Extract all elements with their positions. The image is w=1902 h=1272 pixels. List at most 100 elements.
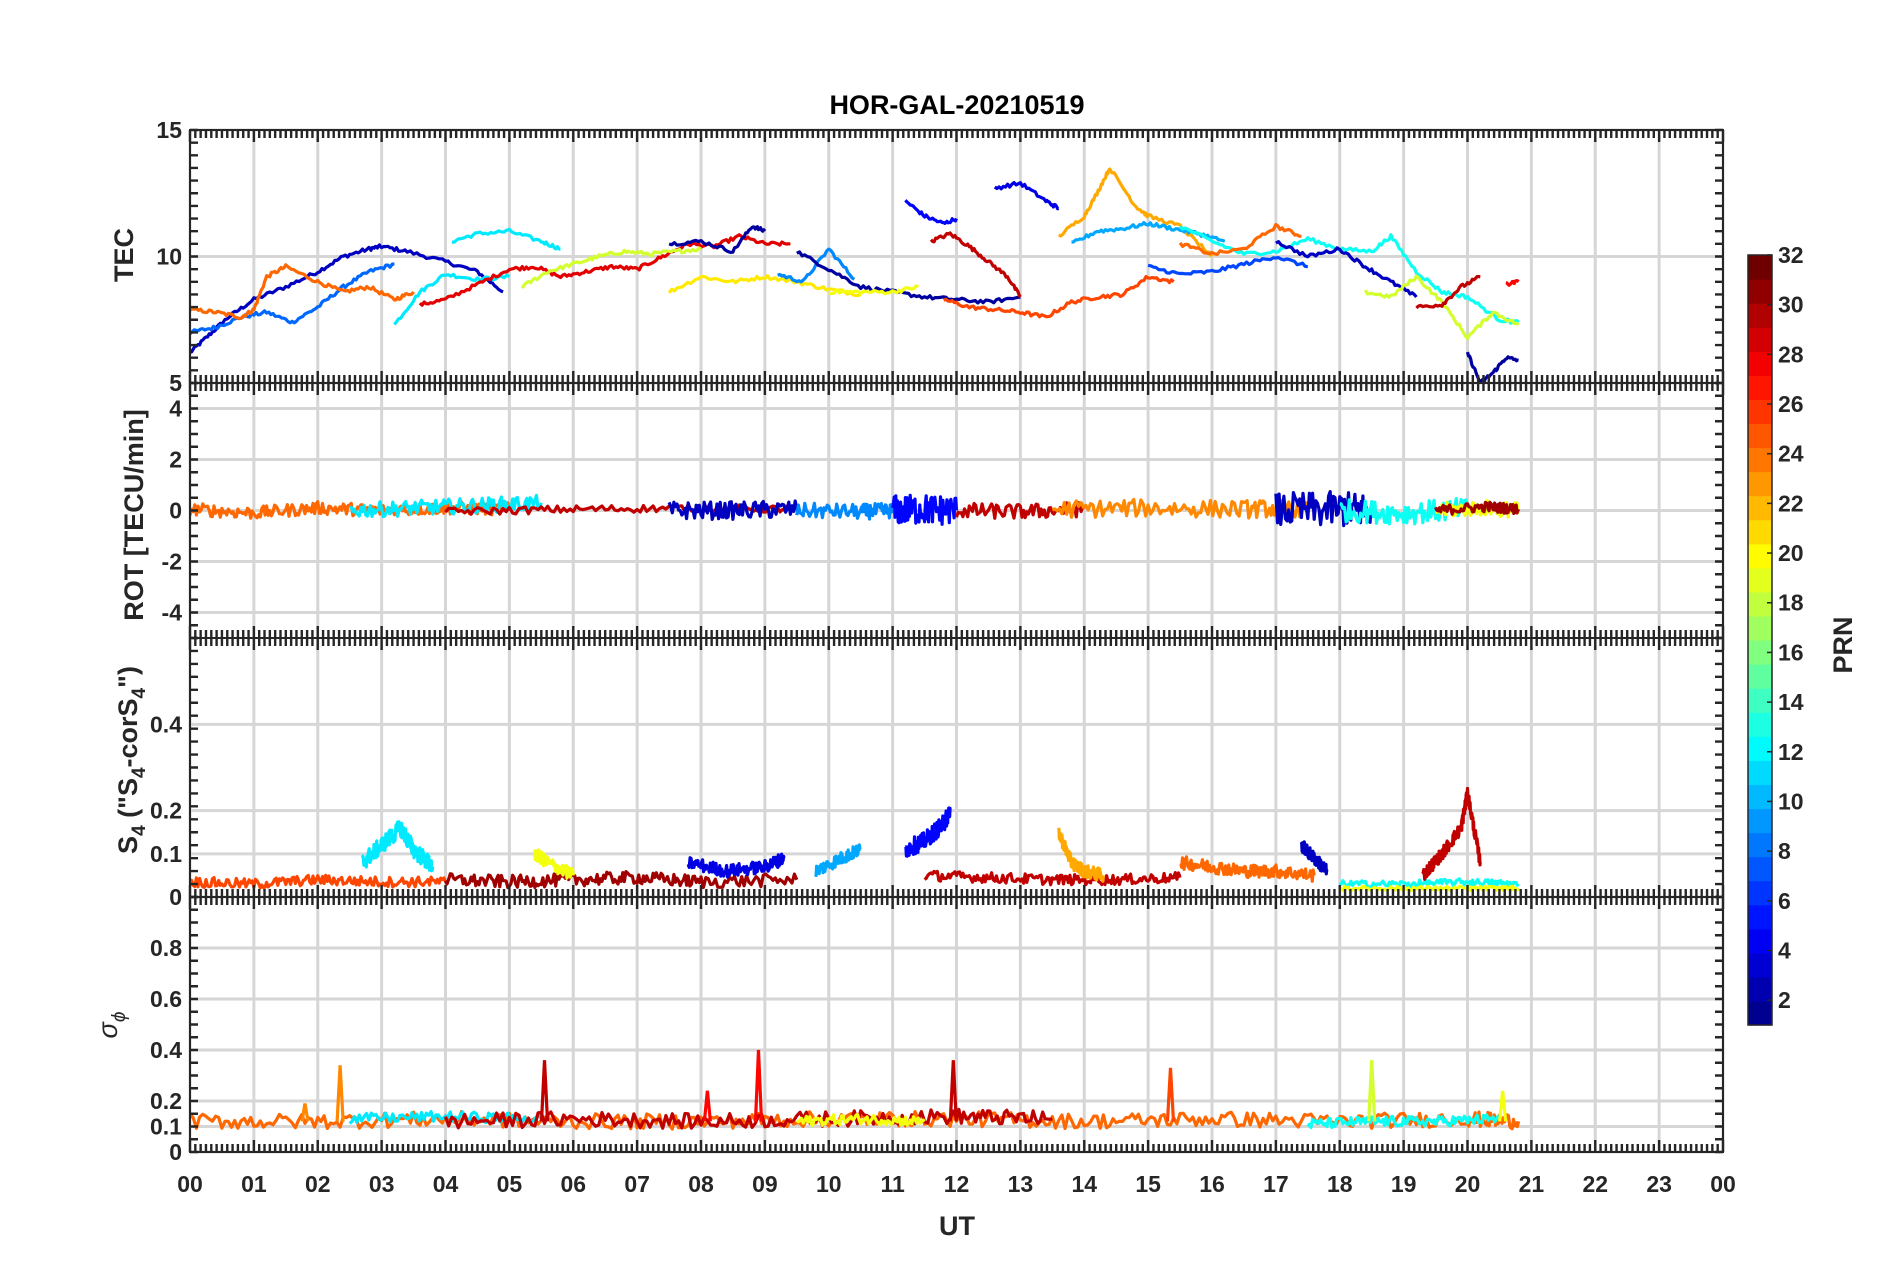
y-tick-label: 5	[169, 370, 182, 396]
colorbar-tick-label: 22	[1778, 490, 1804, 516]
spike-prn-30	[948, 1060, 958, 1122]
colorbar-segment	[1748, 904, 1772, 930]
s4-ylabel-sub: 4	[129, 825, 150, 836]
series-line-prn-5	[904, 806, 952, 858]
series-line-prn-4	[993, 181, 1060, 211]
spike-prn-20	[1498, 1090, 1508, 1122]
x-tick-label: 20	[1455, 1171, 1481, 1197]
series-line-prn-30	[443, 1107, 1053, 1130]
colorbar-segment	[1748, 736, 1772, 761]
tec-panel: 5 10 15	[156, 117, 1725, 396]
x-tick-label: 23	[1646, 1171, 1672, 1197]
series-line-prn-12	[393, 272, 511, 326]
colorbar-tick-label: 26	[1778, 391, 1804, 417]
colorbar-segment	[1748, 255, 1772, 280]
x-tick-label: 03	[369, 1171, 395, 1197]
s4-y-label: S4 ("S4-corS4")	[113, 666, 150, 854]
y-tick-label: 0	[169, 884, 182, 910]
series-line-prn-3	[190, 243, 504, 354]
colorbar-tick-label: 30	[1778, 292, 1804, 318]
series-line-prn-30	[1421, 786, 1482, 881]
colorbar-segment	[1748, 351, 1772, 376]
spike-prn-28	[753, 1049, 764, 1122]
y-tick-label: -4	[162, 600, 183, 626]
spike-prn-30	[539, 1060, 550, 1122]
colorbar-segment	[1748, 423, 1772, 449]
colorbar-tick-label: 2	[1778, 987, 1791, 1013]
colorbar-tick-label: 24	[1778, 441, 1804, 467]
colorbar-tick-label: 12	[1778, 739, 1804, 765]
phi-subscript: ϕ	[109, 1012, 130, 1023]
x-tick-label: 15	[1135, 1171, 1161, 1197]
y-tick-label: 0.4	[150, 1037, 182, 1063]
colorbar-segment	[1748, 519, 1772, 545]
colorbar-tick-label: 6	[1778, 888, 1791, 914]
series-line-prn-25	[190, 263, 415, 320]
series-line-prn-10	[814, 843, 862, 877]
y-tick-label: 0.1	[150, 841, 182, 867]
series-line-prn-30	[444, 502, 798, 516]
colorbar-segment	[1748, 495, 1772, 521]
x-tick-label: 07	[624, 1171, 650, 1197]
series-line-prn-3	[667, 499, 799, 522]
colorbar-segment	[1748, 856, 1772, 882]
colorbar-segment	[1748, 303, 1772, 328]
series-line-prn-28	[1505, 279, 1520, 287]
x-tick-label: 18	[1327, 1171, 1353, 1197]
axis-ticks	[188, 895, 1725, 1154]
series-line-prn-29	[418, 233, 791, 307]
s4-ylabel-part: ("S	[113, 778, 143, 825]
colorbar-segment	[1748, 567, 1772, 593]
series-line-prn-7	[1147, 256, 1308, 276]
s4-ylabel-part: S	[113, 836, 143, 854]
series-line-prn-4	[686, 852, 786, 879]
colorbar-tick-label: 10	[1778, 788, 1804, 814]
sigma-phi-panel: 00.10.2 0.4 0.6 0.8	[150, 895, 1725, 1165]
rot-panel: -4 -2 0 2 4	[162, 381, 1725, 640]
colorbar-segment	[1748, 471, 1772, 497]
colorbar-segment	[1748, 1000, 1772, 1026]
x-tick-label: 09	[752, 1171, 778, 1197]
series-line-prn-31	[444, 869, 799, 890]
series-line-prn-23	[1058, 167, 1214, 258]
colorbar-segment	[1748, 760, 1772, 785]
series-line-prn-31	[1434, 500, 1521, 516]
y-tick-label: 0.2	[150, 1088, 182, 1114]
tec-y-label: TEC	[109, 228, 139, 282]
series-line-prn-3	[1275, 240, 1418, 299]
s4-ylabel-sub: 4	[129, 767, 150, 778]
colorbar-segment	[1748, 808, 1772, 834]
colorbar-tick-label: 20	[1778, 540, 1804, 566]
y-tick-label: 0.8	[150, 935, 182, 961]
series-line-prn-30	[923, 869, 1182, 887]
y-tick-label: 0	[169, 498, 182, 524]
series-line-prn-2	[796, 250, 1021, 305]
y-tick-label: 10	[156, 244, 182, 270]
colorbar-tick-label: 8	[1778, 838, 1791, 864]
colorbar-segment	[1748, 952, 1772, 978]
x-axis-label: UT	[939, 1211, 975, 1241]
chart-title: HOR-GAL-20210519	[829, 90, 1084, 120]
y-tick-label: 0.2	[150, 798, 182, 824]
series-line-prn-12	[451, 227, 561, 251]
colorbar-segment	[1748, 399, 1772, 425]
x-tick-label: 00	[1710, 1171, 1736, 1197]
series-line-prn-5	[904, 199, 958, 225]
colorbar-segment	[1748, 615, 1772, 641]
x-tick-label: 21	[1519, 1171, 1545, 1197]
x-tick-label: 13	[1008, 1171, 1034, 1197]
colorbar-segment	[1748, 279, 1772, 304]
y-tick-label: 4	[169, 396, 182, 422]
y-tick-label: 0	[169, 1139, 182, 1165]
colorbar-segment	[1748, 664, 1772, 689]
y-tick-label: 2	[169, 447, 182, 473]
series-line-prn-9	[795, 501, 894, 521]
x-tick-label: 01	[241, 1171, 267, 1197]
x-tick-label: 08	[688, 1171, 714, 1197]
series-line-prn-23	[1057, 827, 1105, 883]
series-line-prn-26	[942, 275, 1175, 319]
spike-prn-19	[1367, 1060, 1377, 1122]
series-line-prn-19	[1363, 274, 1520, 340]
s4-ylabel-part: ")	[113, 666, 143, 688]
